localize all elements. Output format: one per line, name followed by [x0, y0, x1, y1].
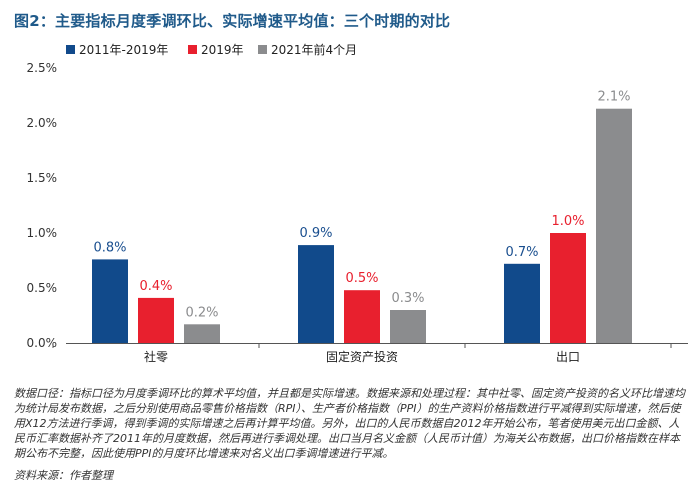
legend-swatch-1	[66, 45, 75, 54]
data-label: 0.3%	[391, 291, 424, 306]
legend-swatch-3	[258, 45, 267, 54]
y-tick-label: 0.0%	[27, 336, 58, 350]
bar	[390, 310, 426, 343]
y-tick-label: 1.0%	[27, 226, 58, 240]
legend-swatch-2	[188, 45, 197, 54]
bar	[596, 108, 632, 343]
data-label: 0.2%	[185, 305, 218, 320]
legend-label-2: 2019年	[201, 43, 244, 57]
legend: 2011年-2019年 2019年 2021年前4个月	[66, 42, 357, 57]
data-label: 0.7%	[505, 245, 538, 260]
x-axis: 社零 固定资产投资 出口	[52, 343, 688, 364]
source-note: 资料来源：作者整理	[14, 469, 113, 482]
y-tick-label: 2.5%	[27, 61, 58, 75]
bar	[138, 297, 174, 343]
y-tick-label: 0.5%	[27, 281, 58, 295]
legend-label-3: 2021年前4个月	[271, 42, 357, 57]
data-notes: 数据口径：指标口径为月度季调环比的算术平均值，并且都是实际增速。数据来源和处理过…	[14, 386, 686, 461]
bars: 0.8% 0.4% 0.2% 0.9% 0.5% 0.3% 0.7% 1.0% 2.1%	[92, 90, 632, 343]
bar	[184, 324, 220, 343]
bar	[344, 290, 380, 343]
bar	[504, 263, 540, 343]
bar	[298, 245, 334, 343]
y-tick-label: 1.5%	[27, 171, 58, 185]
data-label: 2.1%	[597, 90, 630, 105]
bar	[550, 233, 586, 343]
data-label: 0.5%	[345, 271, 378, 286]
data-label: 0.4%	[139, 279, 172, 294]
x-tick-label: 固定资产投资	[326, 349, 398, 364]
y-tick-label: 2.0%	[27, 116, 58, 130]
chart-title: 图2：主要指标月度季调环比、实际增速平均值：三个时期的对比	[14, 12, 451, 30]
data-notes-text: 数据口径：指标口径为月度季调环比的算术平均值，并且都是实际增速。数据来源和处理过…	[14, 387, 685, 460]
data-label: 1.0%	[551, 214, 584, 229]
bar-chart: 2011年-2019年 2019年 2021年前4个月 0.0% 0.5% 1.0% 1.…	[27, 42, 688, 364]
y-axis: 0.0% 0.5% 1.0% 1.5% 2.0% 2.5%	[27, 61, 58, 350]
bar	[92, 259, 128, 343]
x-tick-label: 出口	[556, 350, 580, 364]
data-label: 0.9%	[299, 226, 332, 241]
data-label: 0.8%	[93, 240, 126, 255]
x-tick-label: 社零	[144, 349, 168, 364]
legend-label-1: 2011年-2019年	[79, 43, 168, 57]
